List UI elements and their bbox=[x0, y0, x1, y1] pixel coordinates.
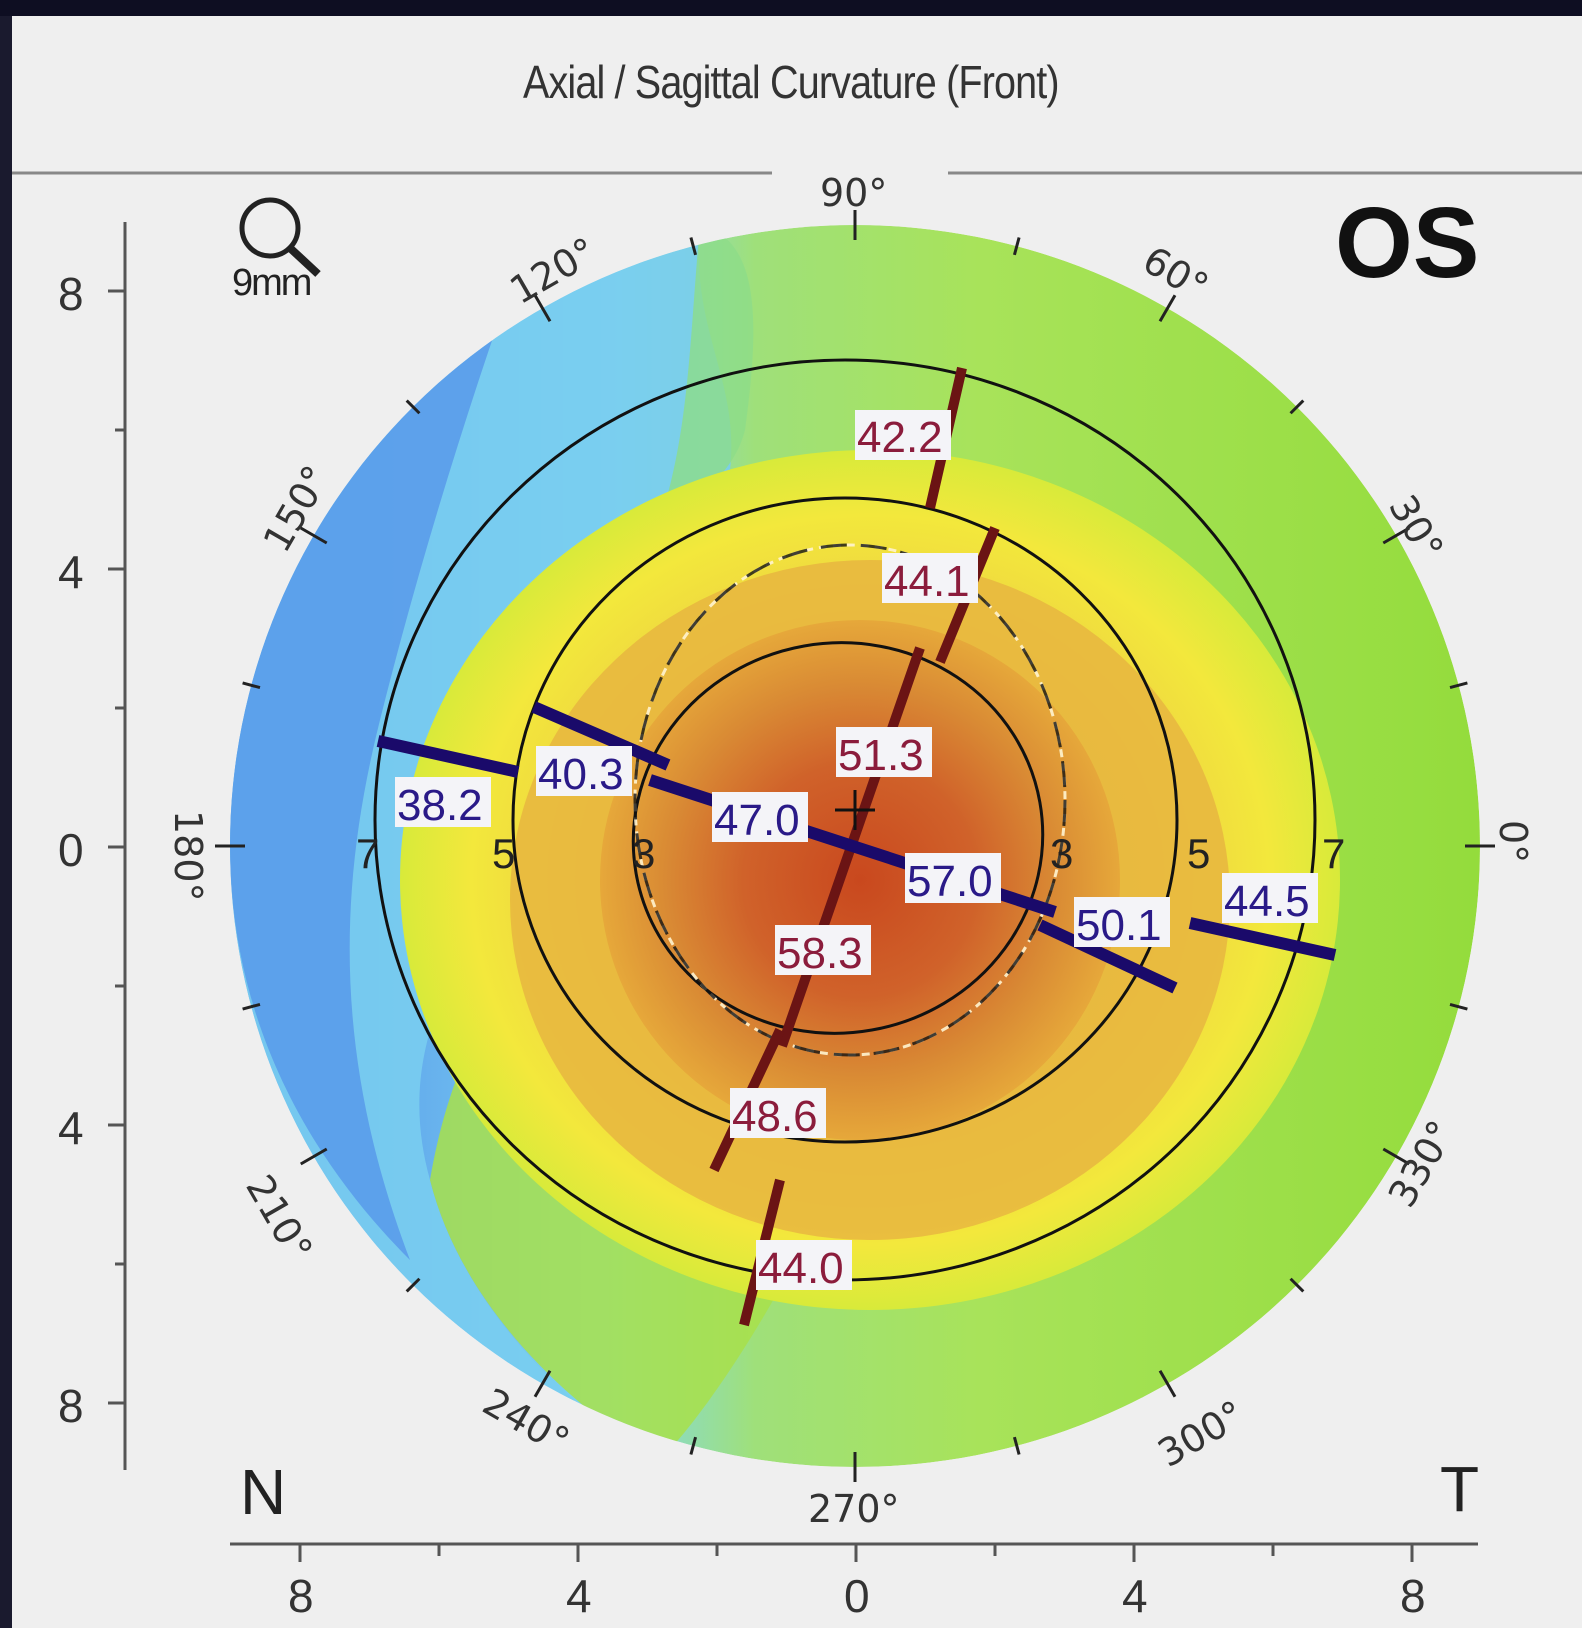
angle-tick bbox=[1382, 1147, 1411, 1166]
x-tick-8-right: 8 bbox=[1400, 1570, 1426, 1622]
angle-270: 270° bbox=[808, 1487, 900, 1531]
flat-value-4: 57.0 bbox=[907, 857, 993, 906]
angle-tick bbox=[533, 1370, 552, 1398]
map-title: Axial / Sagittal Curvature (Front) bbox=[522, 56, 1060, 108]
angle-tick bbox=[242, 681, 261, 690]
angle-tick bbox=[242, 1002, 261, 1011]
flat-value-1: 38.2 bbox=[397, 781, 483, 830]
angle-tick bbox=[299, 526, 328, 545]
steep-values: 42.2 44.1 51.3 58.3 48.6 44.0 bbox=[730, 410, 978, 1293]
y-tick-8-bottom: 8 bbox=[58, 1380, 84, 1432]
y-axis: 8 4 0 4 8 bbox=[58, 222, 127, 1470]
angle-tick bbox=[689, 237, 698, 256]
x-tick-4-right: 4 bbox=[1122, 1570, 1148, 1622]
y-tick-4-bottom: 4 bbox=[58, 1102, 84, 1154]
flat-value-2: 40.3 bbox=[538, 750, 624, 799]
x-axis: 8 4 0 4 8 bbox=[230, 1542, 1478, 1622]
angle-tick bbox=[1289, 1277, 1305, 1293]
angle-180: 180° bbox=[166, 810, 210, 902]
angle-tick bbox=[1012, 1436, 1021, 1455]
zoom-label[interactable]: 9mm bbox=[232, 262, 312, 304]
angle-300: 300° bbox=[1151, 1392, 1252, 1476]
x-tick-4-left: 4 bbox=[566, 1570, 592, 1622]
angle-0: 0° bbox=[1491, 820, 1535, 863]
pupil-dash bbox=[633, 543, 1067, 1057]
flat-values: 38.2 40.3 47.0 57.0 50.1 44.5 bbox=[395, 746, 1318, 950]
ring-label-5-left: 5 bbox=[492, 830, 515, 877]
x-tick-0: 0 bbox=[844, 1570, 870, 1622]
ring-label-7-left: 7 bbox=[356, 830, 379, 877]
angle-tick bbox=[1158, 294, 1177, 322]
angle-tick bbox=[1012, 237, 1021, 256]
y-tick-8-top: 8 bbox=[58, 268, 84, 320]
ring-label-3-right: 3 bbox=[1050, 830, 1073, 877]
x-tick-8-left: 8 bbox=[288, 1570, 314, 1622]
ring-label-7-right: 7 bbox=[1322, 830, 1345, 877]
angle-tick bbox=[1449, 681, 1468, 690]
y-tick-0: 0 bbox=[58, 824, 84, 876]
steep-value-6: 44.0 bbox=[758, 1244, 844, 1293]
angle-tick bbox=[1158, 1370, 1177, 1398]
y-tick-4-top: 4 bbox=[58, 546, 84, 598]
window-top-bar bbox=[0, 0, 1582, 16]
angle-tick bbox=[689, 1436, 698, 1455]
steep-value-5: 48.6 bbox=[732, 1092, 818, 1141]
angle-tick bbox=[533, 294, 552, 322]
nasal-label: N bbox=[240, 1456, 287, 1528]
curvature-color-map bbox=[230, 225, 1480, 1467]
angle-210: 210° bbox=[237, 1168, 321, 1269]
temporal-label: T bbox=[1440, 1453, 1480, 1525]
steep-value-3: 51.3 bbox=[838, 731, 924, 780]
steep-value-1: 42.2 bbox=[857, 413, 943, 462]
angle-tick bbox=[1449, 1002, 1468, 1011]
steep-value-2: 44.1 bbox=[884, 557, 970, 606]
angle-tick bbox=[1289, 399, 1305, 415]
flat-value-6: 44.5 bbox=[1224, 877, 1310, 926]
ring-label-5-right: 5 bbox=[1187, 830, 1210, 877]
angle-tick bbox=[405, 399, 421, 415]
ring-label-3-left: 3 bbox=[632, 830, 655, 877]
angle-ticks bbox=[215, 210, 1495, 1482]
angle-90: 90° bbox=[820, 171, 887, 215]
flat-value-5: 50.1 bbox=[1076, 901, 1162, 950]
angle-tick bbox=[405, 1277, 421, 1293]
angle-tick bbox=[299, 1147, 328, 1166]
eye-indicator: OS bbox=[1335, 187, 1480, 299]
angle-tick bbox=[1382, 526, 1411, 545]
steep-value-4: 58.3 bbox=[777, 929, 863, 978]
flat-value-3: 47.0 bbox=[714, 796, 800, 845]
magnifier-icon[interactable] bbox=[239, 197, 321, 277]
center-marker bbox=[835, 790, 875, 830]
ring-labels: 7 5 3 3 5 7 bbox=[356, 830, 1345, 877]
